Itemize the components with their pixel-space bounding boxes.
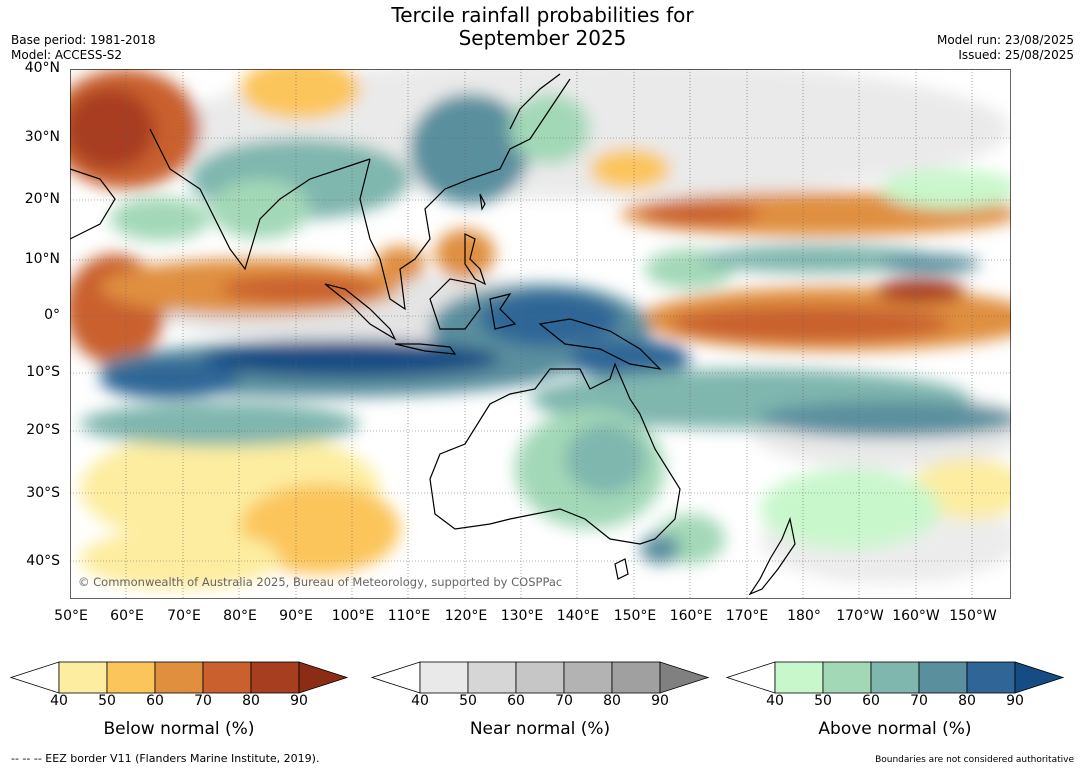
colorbar-segment [467,661,517,694]
lat-tick: 30°N [24,129,60,145]
colorbar-segment [419,661,469,694]
colorbar-extend-low [370,661,421,694]
map-frame [70,69,1011,599]
colorbar-tick: 60 [507,693,525,709]
title-line-2: September 2025 [458,26,627,50]
lon-tick: 100°E [331,608,375,624]
colorbar-tick: 40 [411,693,429,709]
rainfall-probability-map: © Commonwealth of Australia 2025, Bureau… [70,69,1011,599]
colorbar-extend-high [1014,661,1065,694]
colorbar-extend-low [725,661,776,694]
copyright-notice: © Commonwealth of Australia 2025, Bureau… [78,575,562,589]
colorbar-segment [918,661,968,694]
below-normal-title: Below normal (%) [103,719,255,739]
lat-tick: 0° [44,307,60,323]
colorbar-segment [611,661,661,694]
lon-tick: 90°E [279,608,313,624]
colorbar-row [9,661,1065,694]
issued-date: Issued: 25/08/2025 [958,48,1074,62]
colorbar-tick: 60 [862,693,880,709]
colorbar-segment [106,661,156,694]
colorbar-tick: 70 [194,693,212,709]
lon-tick: 130°E [500,608,544,624]
lon-tick: 80°E [223,608,257,624]
colorbar-tick: 50 [459,693,477,709]
colorbar-tick: 40 [50,693,68,709]
colorbar-segment [250,661,300,694]
colorbar-segment [154,661,204,694]
lon-tick: 170°E [725,608,769,624]
colorbar-tick: 40 [766,693,784,709]
lon-tick: 140°E [556,608,600,624]
colorbar-segment [774,661,824,694]
lon-tick: 60°E [110,608,144,624]
colorbar-segment [822,661,872,694]
lon-tick: 50°E [54,608,88,624]
model-run-date: Model run: 23/08/2025 [936,33,1074,47]
lat-tick: 20°N [24,191,60,207]
probability-field [70,69,1011,589]
colorbar-tick: 70 [555,693,573,709]
colorbar-extend-high [659,661,710,694]
colorbar-segment [515,661,565,694]
colorbar-segment [58,661,108,694]
map-title: Tercile rainfall probabilities for Septe… [0,4,1085,50]
lat-tick: 40°S [26,553,60,569]
lat-tick: 10°N [24,251,60,267]
colorbar-tick: 90 [290,693,308,709]
above-normal-colorbar [725,661,1065,694]
lat-tick: 20°S [26,422,60,438]
colorbar-segment [202,661,252,694]
colorbar-tick: 90 [1006,693,1024,709]
colorbar-extend-high [298,661,349,694]
below-normal-colorbar [9,661,349,694]
lat-tick: 30°S [26,485,60,501]
lon-tick: 160°W [892,608,940,624]
title-line-1: Tercile rainfall probabilities for [391,3,694,27]
colorbar-segment [966,661,1016,694]
model-name: Model: ACCESS-S2 [11,48,123,62]
lon-tick: 150°W [949,608,997,624]
lat-tick: 10°S [26,364,60,380]
lon-tick: 110°E [387,608,431,624]
colorbar-segment [563,661,613,694]
colorbar-extend-low [9,661,60,694]
base-period: Base period: 1981-2018 [11,33,156,47]
above-normal-title: Above normal (%) [818,719,972,739]
colorbar-tick: 70 [910,693,928,709]
lon-tick: 70°E [167,608,201,624]
colorbar-tick: 80 [958,693,976,709]
lon-tick: 180° [787,608,821,624]
eez-border-note: -- -- -- EEZ border V11 (Flanders Marine… [11,752,320,765]
lon-tick: 120°E [444,608,488,624]
coastlines [70,73,796,596]
colorbar-tick: 90 [651,693,669,709]
near-normal-title: Near normal (%) [469,719,611,739]
colorbar-tick: 80 [242,693,260,709]
colorbar-tick: 60 [146,693,164,709]
graticule [70,69,1011,599]
lat-tick: 40°N [24,60,60,76]
metadata-left: Base period: 1981-2018 Model: ACCESS-S2 [11,33,156,63]
colorbar-segment [870,661,920,694]
lon-tick: 150°E [613,608,657,624]
colorbar-tick: 80 [603,693,621,709]
colorbar-tick: 50 [98,693,116,709]
boundaries-disclaimer: Boundaries are not considered authoritat… [875,755,1074,765]
metadata-right: Model run: 23/08/2025 Issued: 25/08/2025 [937,33,1074,63]
colorbar-tick: 50 [814,693,832,709]
lon-tick: 160°E [669,608,713,624]
lon-tick: 170°W [836,608,884,624]
near-normal-colorbar [370,661,710,694]
